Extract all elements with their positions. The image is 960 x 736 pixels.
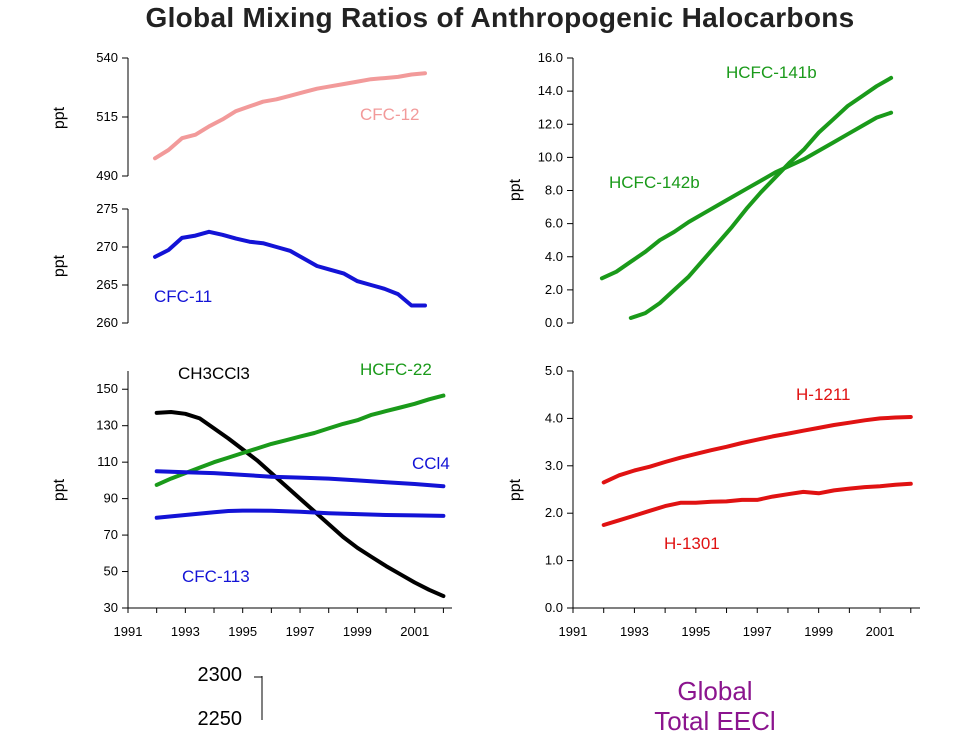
panel-cfc11: 260 265 270 275 ppt CFC-11 (51, 201, 427, 330)
series-line-hcfc-22 (154, 393, 446, 487)
x-tick-label: 1991 (559, 624, 588, 639)
y-axis-label: ppt (51, 478, 68, 501)
series-label-cfc-113: CFC-113 (182, 567, 250, 586)
y-axis-label: ppt (507, 478, 524, 501)
series-line-h-1211 (601, 415, 913, 485)
charts-canvas: 490 515 540 ppt CFC-12 260 265 270 275 ppt CFC-11 0… (51, 50, 920, 720)
y-tick-label: 6.0 (545, 216, 563, 231)
y-tick-label: 130 (96, 418, 118, 433)
y-tick-label: 70 (104, 527, 118, 542)
series-label-hcfc-22: HCFC-22 (360, 360, 432, 379)
y-tick-label: 260 (96, 315, 118, 330)
series-label-ccl4: CCl4 (412, 454, 450, 473)
y-tick-label: 4.0 (545, 249, 563, 264)
series-label-h-1211: H-1211 (796, 385, 851, 404)
x-tick-label: 2001 (400, 624, 429, 639)
y-tick-label: 150 (96, 381, 118, 396)
x-tick-label: 1995 (228, 624, 257, 639)
y-tick-label: 8.0 (545, 183, 563, 198)
panel-big: 30 50 70 90 110 130 150 1991 1993 1995 1997 1999 200… (51, 360, 452, 639)
y-tick-label: 0.0 (545, 315, 563, 330)
x-tick-label: 1997 (743, 624, 772, 639)
y-tick-label: 16.0 (538, 50, 563, 65)
x-tick-label: 1993 (620, 624, 649, 639)
series-line-cfc-11 (153, 229, 427, 308)
series-label-hcfc-141b: HCFC-141b (726, 63, 817, 82)
y-tick-label: 12.0 (538, 116, 563, 131)
y-tick-label: 2.0 (545, 505, 563, 520)
teql-title-line2: Total EECl (654, 706, 776, 736)
x-tick-label: 1991 (114, 624, 143, 639)
y-tick-label: 110 (97, 454, 118, 469)
y-axis-label: ppt (507, 178, 524, 201)
y-tick-label: 4.0 (545, 410, 563, 425)
series-label-cfc-11: CFC-11 (154, 287, 212, 306)
teql-title: Global Total EECl (600, 676, 830, 736)
y-axis-label: ppt (51, 106, 68, 129)
panel-halons: 0.0 1.0 2.0 3.0 4.0 5.0 1991 1993 1995 1997 1999 20… (507, 363, 920, 639)
y-tick-label: 0.0 (545, 600, 563, 615)
series-line-cfc-113 (154, 508, 446, 520)
y-tick-label: 3.0 (545, 458, 563, 473)
series-line-ch3ccl3 (154, 410, 446, 599)
series-label-h-1301: H-1301 (664, 534, 720, 553)
series-label-ch3ccl3: CH3CCl3 (178, 364, 250, 383)
y-tick-label: 540 (96, 50, 118, 65)
x-tick-label: 1995 (681, 624, 710, 639)
y-tick-label: 50 (104, 564, 118, 579)
series-line-hcfc-142b (599, 110, 894, 281)
page-title: Global Mixing Ratios of Anthropogenic Ha… (145, 2, 855, 33)
y-tick-label: 265 (96, 277, 118, 292)
series-line-cfc-12 (153, 71, 427, 161)
x-tick-label: 2001 (866, 624, 895, 639)
y-tick-label: 1.0 (545, 553, 563, 568)
series-line-ccl4 (154, 469, 446, 489)
y-tick-label: 10.0 (538, 149, 563, 164)
x-tick-label: 1999 (343, 624, 372, 639)
y-tick-label: 270 (96, 239, 118, 254)
y-axis-label: ppt (51, 254, 68, 277)
x-tick-label: 1997 (286, 624, 315, 639)
series-label-hcfc-142b: HCFC-142b (609, 173, 700, 192)
y-tick-label: 515 (96, 109, 118, 124)
y-tick-label: 490 (96, 168, 118, 183)
panel-cfc12: 490 515 540 ppt CFC-12 (51, 50, 427, 183)
y-tick-label: 14.0 (538, 83, 563, 98)
series-line-h-1301 (601, 481, 913, 527)
teql-tick-label: 2300 (197, 664, 243, 686)
series-line-hcfc-141b (628, 75, 894, 320)
y-tick-label: 5.0 (545, 363, 563, 378)
series-label-cfc-12: CFC-12 (360, 105, 420, 124)
x-tick-label: 1993 (171, 624, 200, 639)
y-tick-label: 2.0 (545, 282, 563, 297)
panel-hcfc141b: 0.0 2.0 4.0 6.0 8.0 10.0 12.0 14.0 16.0 ppt HCFC-1… (507, 50, 894, 330)
y-tick-label: 275 (96, 201, 118, 216)
x-tick-label: 1999 (804, 624, 833, 639)
y-tick-label: 90 (104, 491, 118, 506)
teql-title-line1: Global (677, 676, 753, 706)
y-tick-label: 30 (104, 600, 118, 615)
